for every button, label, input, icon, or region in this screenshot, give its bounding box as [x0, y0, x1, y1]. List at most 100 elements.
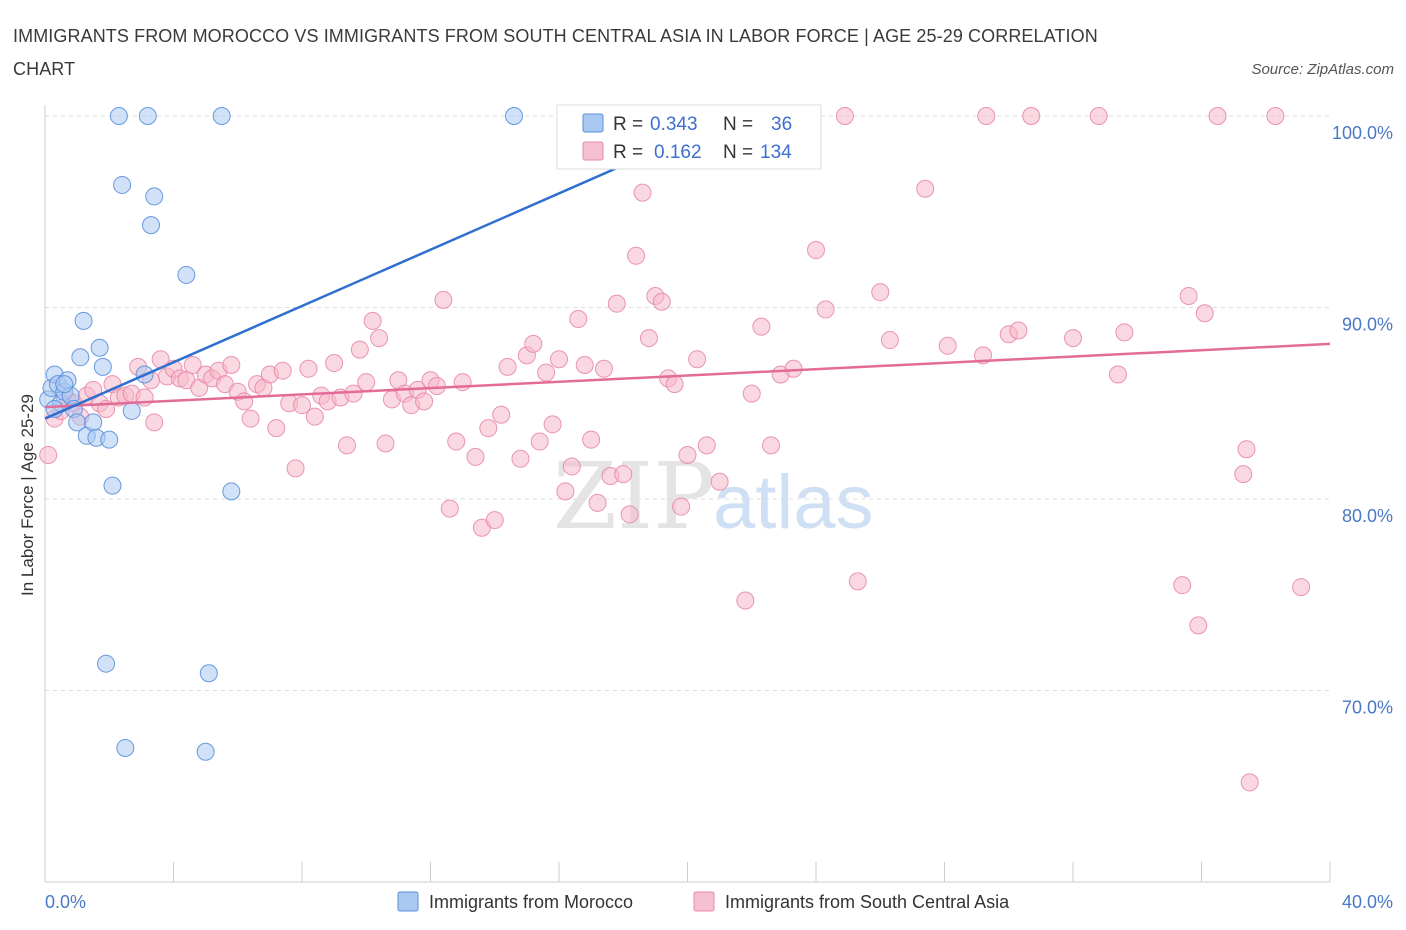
data-point: [100, 430, 119, 449]
data-point: [55, 375, 74, 394]
data-point: [434, 290, 453, 309]
data-point: [871, 283, 890, 302]
data-point: [350, 340, 369, 359]
y-tick-label-100: 100.0%: [1332, 123, 1393, 143]
data-point: [736, 591, 755, 610]
data-point: [325, 354, 344, 373]
data-point: [337, 436, 356, 455]
data-point: [293, 396, 311, 415]
data-point: [498, 357, 517, 376]
data-point: [1022, 107, 1041, 125]
data-point: [1195, 304, 1214, 323]
data-point: [492, 405, 511, 424]
data-point: [524, 334, 543, 353]
legend-label-south-central-asia: Immigrants from South Central Asia: [725, 892, 1010, 912]
data-point: [1266, 107, 1285, 125]
data-point: [916, 179, 935, 198]
data-point: [427, 377, 446, 396]
data-point: [113, 175, 132, 194]
data-point: [93, 357, 112, 376]
data-point: [357, 373, 376, 392]
data-point: [639, 329, 658, 348]
legend-swatch-morocco: [397, 891, 419, 912]
stats-r-label-2: R =: [613, 142, 643, 163]
data-point: [762, 436, 781, 455]
data-point: [74, 311, 93, 330]
data-point: [807, 241, 825, 260]
data-point: [588, 493, 607, 512]
data-point: [39, 445, 58, 464]
y-tick-label-90: 90.0%: [1342, 315, 1393, 335]
data-point: [71, 348, 90, 367]
data-point: [742, 384, 761, 403]
data-point: [440, 499, 459, 518]
data-point: [415, 392, 434, 411]
data-point: [344, 384, 363, 403]
data-point: [138, 107, 157, 125]
data-point: [550, 350, 568, 369]
data-point: [1292, 578, 1311, 597]
data-point: [97, 654, 116, 673]
stats-swatch-pink: [582, 141, 604, 161]
stats-box: R = 0.343 N = 36 R = 0.162 N = 134: [556, 104, 822, 170]
data-point: [977, 107, 996, 125]
data-point: [848, 572, 867, 591]
data-point: [122, 401, 141, 420]
y-tick-label-70: 70.0%: [1342, 698, 1393, 718]
data-point: [1009, 321, 1028, 340]
data-point: [752, 317, 771, 336]
data-point: [1189, 616, 1208, 635]
data-point: [183, 355, 202, 374]
data-point: [511, 449, 530, 468]
data-point: [665, 375, 684, 394]
stats-r-value-2: 0.162: [654, 142, 702, 163]
series-south-central-asia: [39, 107, 1311, 792]
data-point: [688, 350, 707, 369]
stats-n-label-2: N =: [723, 142, 753, 163]
data-point: [505, 107, 524, 125]
data-point: [710, 472, 729, 491]
stats-swatch-blue: [582, 113, 604, 133]
legend: Immigrants from Morocco Immigrants from …: [397, 891, 1010, 912]
data-point: [652, 292, 671, 311]
data-point: [614, 465, 633, 484]
data-point: [453, 373, 472, 392]
data-point: [537, 363, 556, 382]
x-ticks: [44, 862, 1331, 882]
data-point: [485, 511, 504, 530]
data-point: [1240, 773, 1259, 792]
data-point: [1064, 329, 1082, 348]
data-point: [196, 742, 215, 761]
data-point: [1179, 287, 1198, 306]
data-point: [582, 430, 601, 449]
data-point: [241, 409, 260, 428]
data-point: [212, 107, 231, 125]
stats-r-value-1: 0.343: [650, 114, 698, 135]
legend-swatch-south-central-asia: [693, 891, 715, 912]
stats-r-label-1: R =: [613, 114, 643, 135]
data-point: [286, 459, 305, 478]
data-point: [199, 664, 218, 683]
data-point: [607, 294, 626, 313]
data-point: [835, 107, 854, 125]
data-point: [142, 216, 161, 235]
data-point: [222, 482, 241, 501]
stats-n-label-1: N =: [723, 114, 753, 135]
data-point: [370, 329, 389, 348]
stats-n-value-2: 134: [760, 142, 792, 163]
data-point: [116, 738, 135, 757]
data-point: [1173, 576, 1192, 595]
data-point: [145, 413, 164, 432]
x-tick-label-max: 40.0%: [1342, 892, 1393, 912]
data-point: [575, 355, 594, 374]
data-point: [103, 476, 122, 495]
data-point: [594, 359, 613, 378]
data-point: [1237, 440, 1256, 459]
data-point: [1115, 323, 1134, 342]
series-morocco: [39, 107, 524, 761]
data-point: [938, 336, 957, 355]
y-tick-label-80: 80.0%: [1342, 506, 1393, 526]
data-point: [1208, 107, 1227, 125]
data-point: [305, 407, 324, 426]
watermark-atlas: atlas: [713, 460, 874, 545]
